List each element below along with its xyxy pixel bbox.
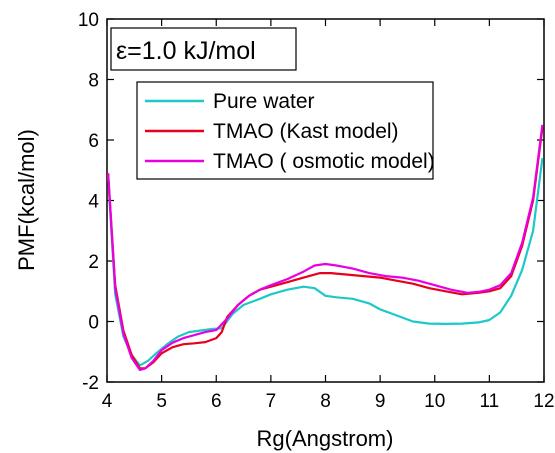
plot-frame	[106, 18, 545, 383]
x-tick-label: 5	[156, 391, 167, 412]
x-tick-label: 12	[533, 391, 554, 412]
y-tick-label: 2	[88, 252, 99, 273]
x-tick-label: 11	[480, 391, 500, 412]
legend: Pure water TMAO (Kast model) TMAO ( osmoti…	[136, 81, 435, 180]
legend-label: TMAO ( osmotic model)	[213, 150, 435, 173]
x-axis-title: Rg(Angstrom)	[257, 426, 394, 451]
series-line	[107, 157, 544, 367]
x-tick-label: 10	[424, 391, 445, 412]
y-axis: -2 0 2 4 6 8 10	[78, 10, 544, 394]
series-lines	[107, 124, 544, 371]
x-tick-label: 8	[320, 391, 331, 412]
y-tick-label: 8	[88, 71, 99, 92]
x-tick-label: 4	[102, 391, 113, 412]
annotation-text: ε=1.0 kJ/mol	[116, 37, 256, 65]
legend-label: TMAO (Kast model)	[213, 120, 399, 143]
x-tick-label: 9	[375, 391, 386, 412]
y-axis-title: PMF(kcal/mol)	[14, 129, 39, 271]
legend-label: Pure water	[213, 90, 315, 113]
series-line	[107, 124, 544, 371]
y-tick-label: 10	[78, 10, 99, 31]
x-tick-label: 7	[266, 391, 277, 412]
y-tick-label: 0	[88, 313, 99, 334]
x-axis: 4 5 6 7 8 9 10 11 12	[102, 19, 555, 412]
y-tick-label: 4	[88, 192, 99, 213]
x-tick-label: 6	[211, 391, 222, 412]
y-tick-label: -2	[82, 373, 99, 394]
y-tick-label: 6	[88, 131, 99, 152]
annotation-box: ε=1.0 kJ/mol	[110, 27, 297, 71]
